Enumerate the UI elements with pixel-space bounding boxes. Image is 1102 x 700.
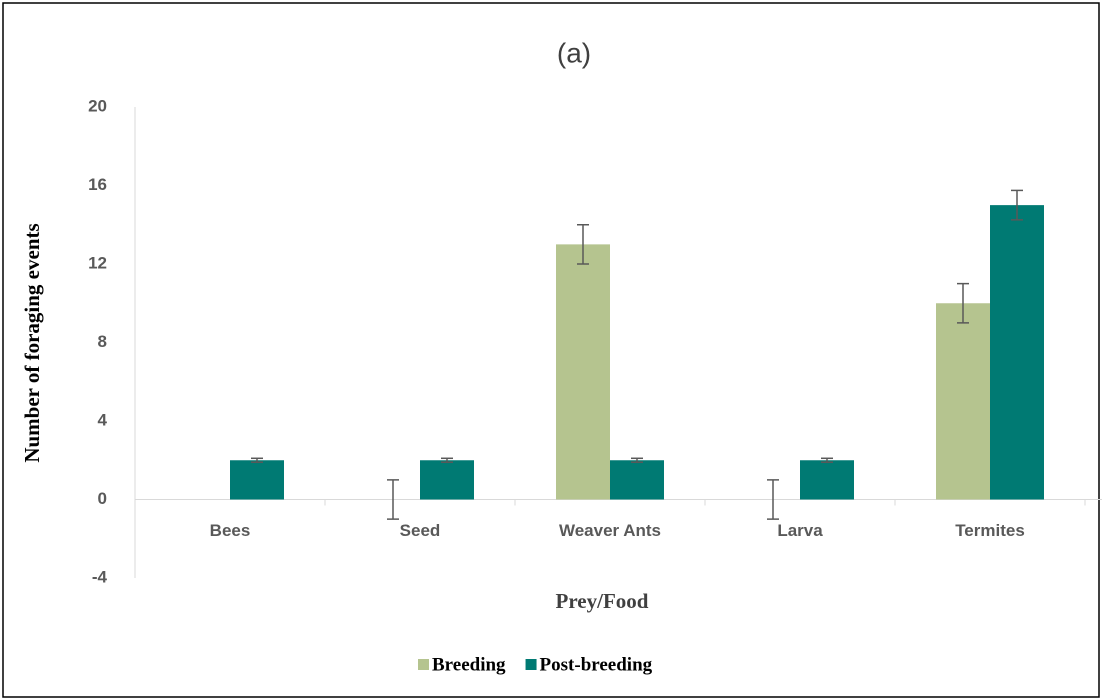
- error-bar: [631, 457, 643, 463]
- error-bar: [251, 457, 263, 463]
- error-bar: [767, 479, 779, 520]
- x-tick-label: Termites: [955, 521, 1025, 540]
- error-bar: [387, 479, 399, 520]
- error-bar: [957, 282, 969, 324]
- y-tick-label: 8: [98, 332, 107, 351]
- legend-swatch: [525, 659, 537, 670]
- x-tick-label: Bees: [210, 521, 251, 540]
- y-tick-label: 4: [98, 410, 108, 429]
- chart-title: (a): [557, 37, 591, 68]
- error-bar: [577, 224, 589, 265]
- x-tick-label: Weaver Ants: [559, 521, 661, 540]
- bar: [420, 460, 474, 500]
- bar: [990, 205, 1044, 500]
- y-tick-label: 16: [88, 175, 107, 194]
- x-tick-label: Larva: [777, 521, 823, 540]
- bar: [556, 244, 610, 500]
- bar: [610, 460, 664, 500]
- x-axis-label: Prey/Food: [556, 589, 649, 613]
- error-bar: [441, 457, 453, 463]
- legend-swatch: [418, 659, 429, 670]
- error-bar: [821, 457, 833, 463]
- y-tick-label: 0: [98, 489, 107, 508]
- x-tick-label: Seed: [400, 521, 441, 540]
- y-tick-label: -4: [92, 567, 108, 586]
- bar: [800, 460, 854, 500]
- bar: [936, 303, 990, 500]
- y-tick-label: 20: [88, 96, 107, 115]
- y-tick-label: 12: [88, 253, 107, 272]
- legend-label: Post-breeding: [540, 654, 653, 675]
- legend-label: Breeding: [432, 654, 506, 675]
- error-bar: [1011, 189, 1023, 221]
- y-axis-label: Number of foraging events: [20, 223, 44, 462]
- bar: [230, 460, 284, 500]
